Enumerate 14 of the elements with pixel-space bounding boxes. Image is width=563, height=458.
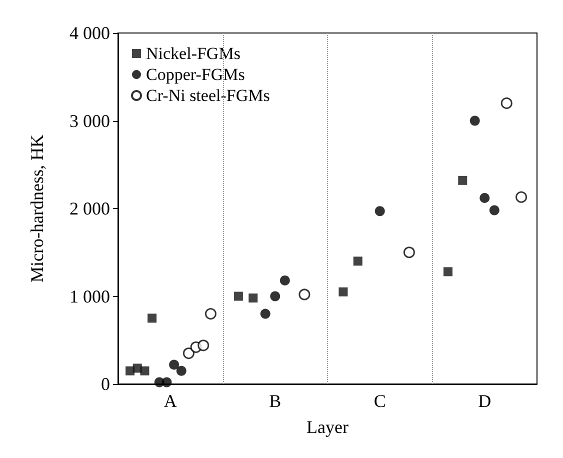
y-tick-label: 2 000 (70, 198, 110, 218)
x-tick-label: D (478, 391, 492, 411)
legend-label: Copper-FGMs (146, 65, 245, 84)
y-tick-label: 1 000 (70, 286, 110, 306)
y-tick-label: 0 (101, 374, 110, 394)
legend-label: Nickel-FGMs (146, 44, 240, 63)
y-tick-label: 4 000 (70, 23, 110, 43)
x-axis-title: Layer (306, 417, 348, 437)
y-tick-label: 3 000 (70, 110, 110, 131)
y-axis-title: Micro-hardness, HK (27, 134, 47, 282)
x-tick-label: C (374, 391, 386, 411)
legend-label: Cr-Ni steel-FGMs (146, 86, 270, 105)
x-tick-label: B (269, 391, 282, 411)
x-tick-label: A (164, 391, 177, 411)
